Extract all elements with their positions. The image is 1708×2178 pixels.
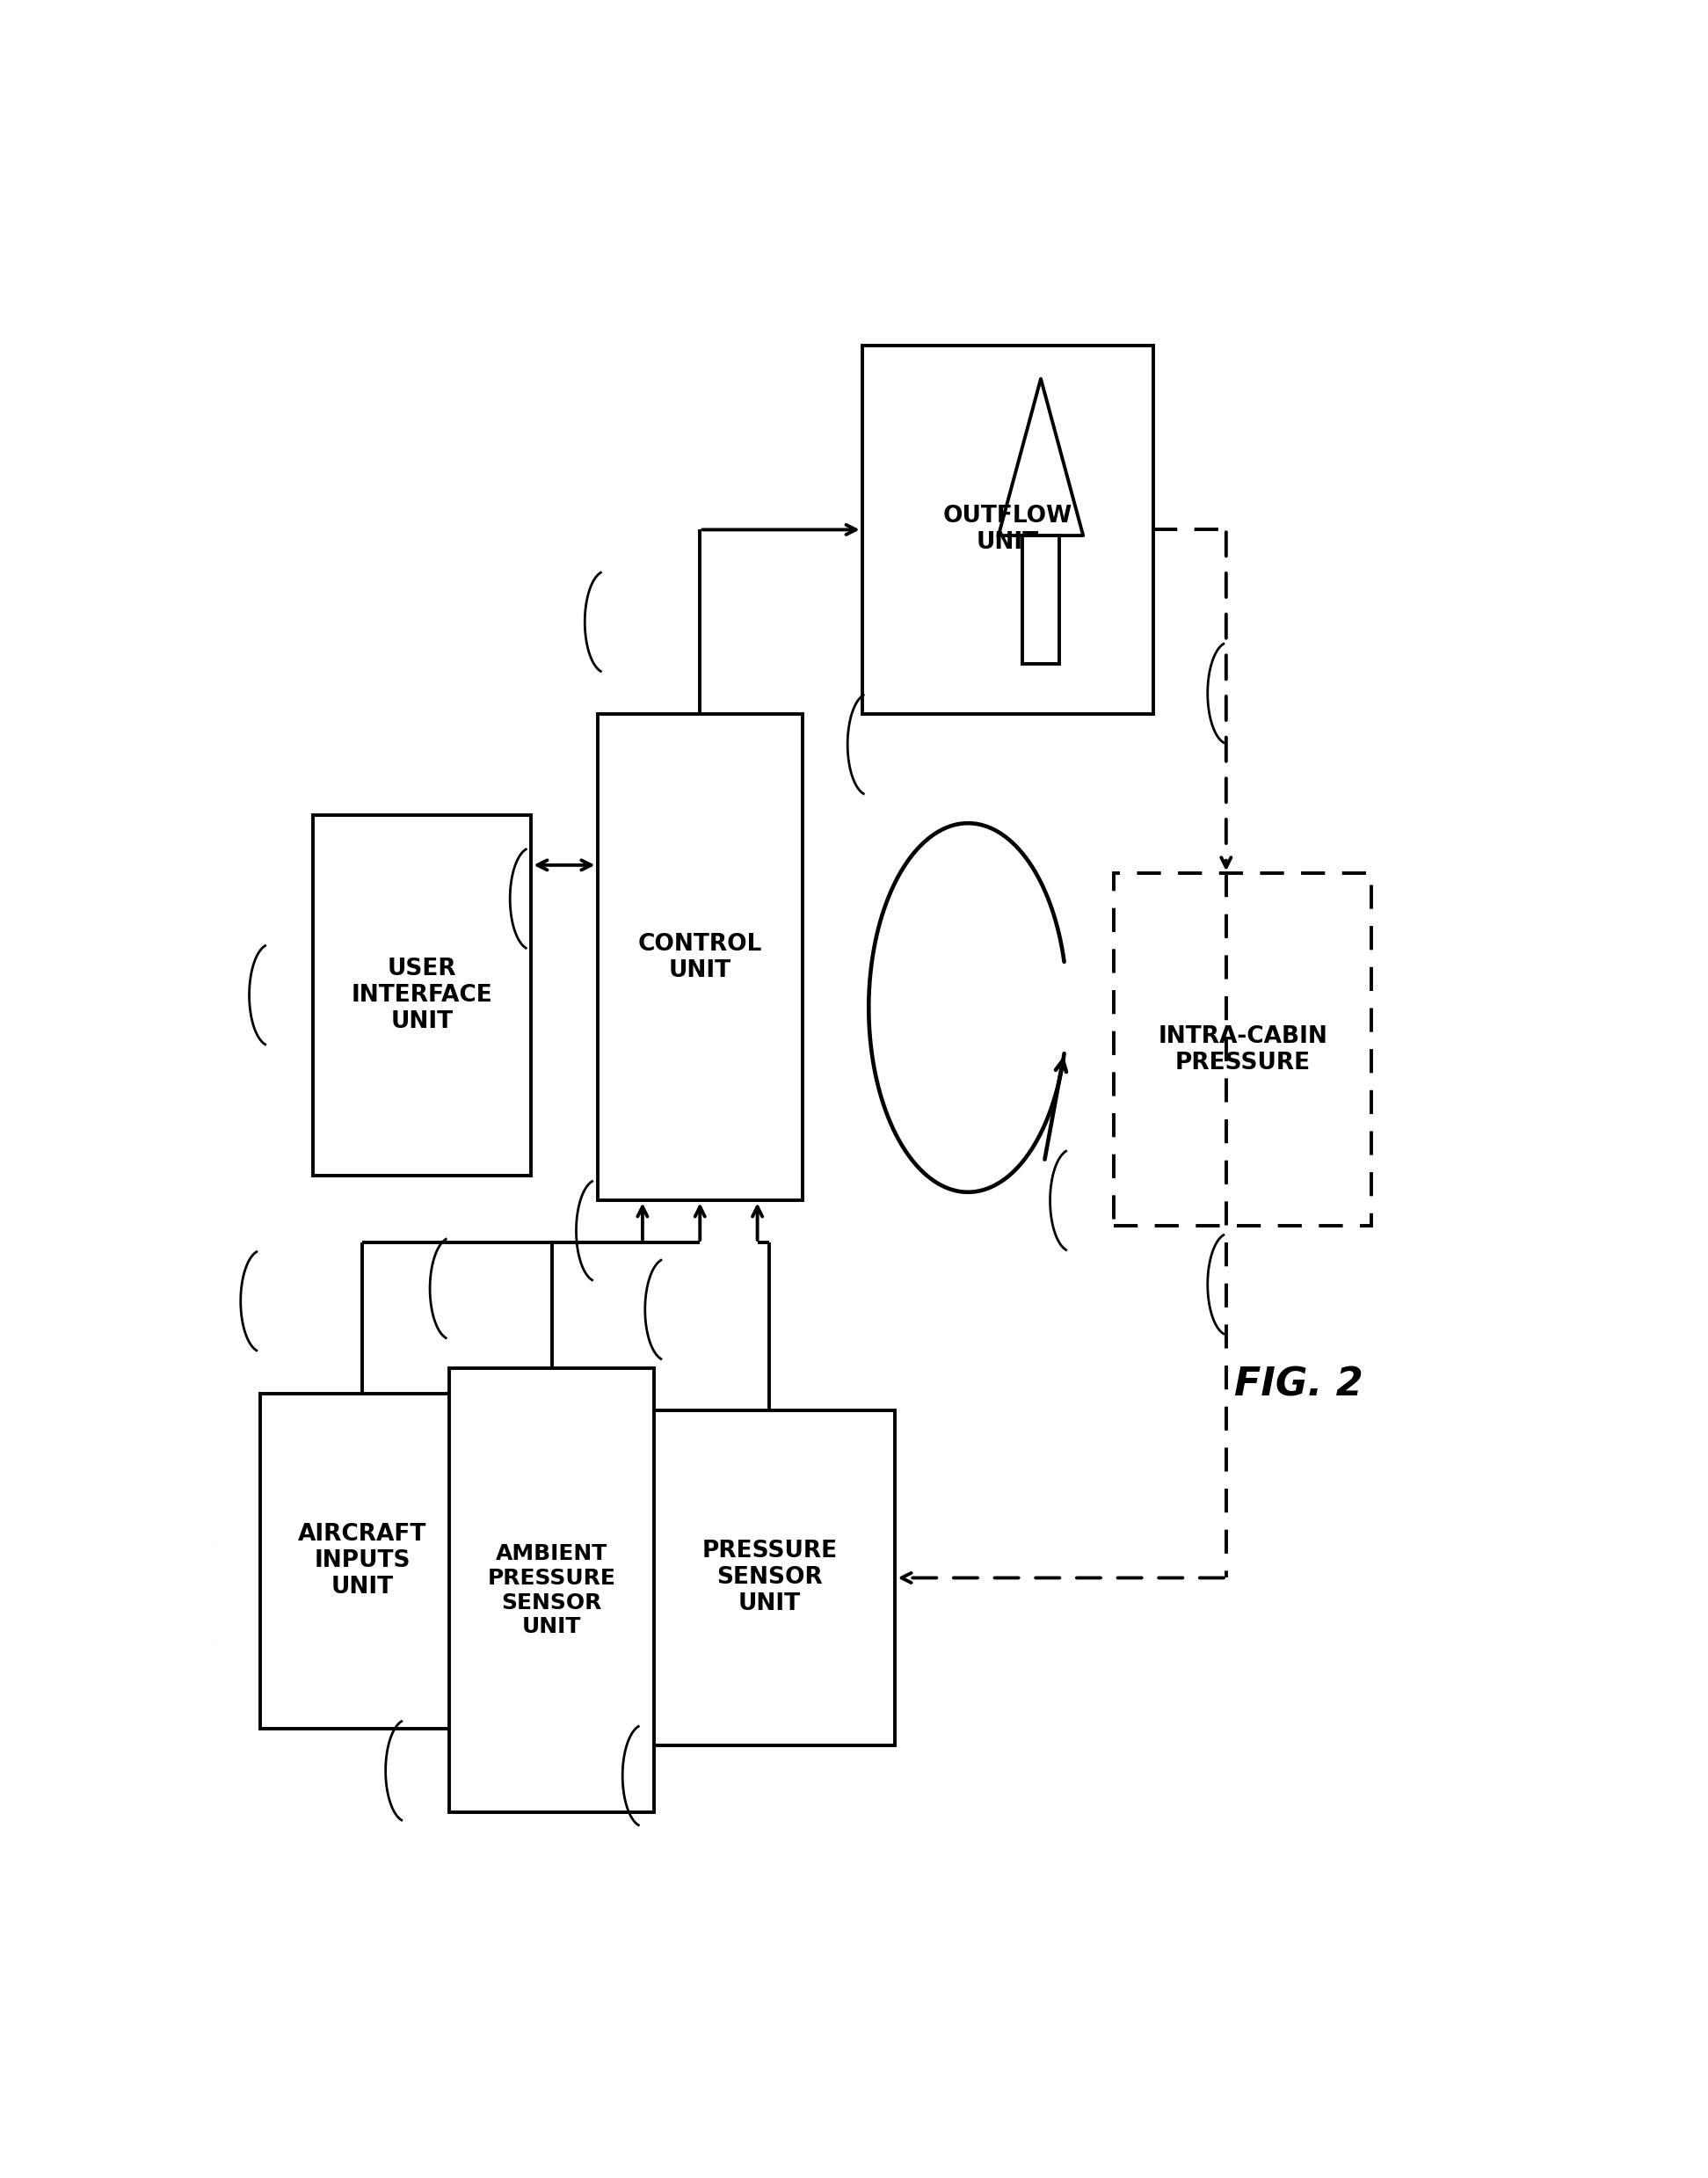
Text: USER
INTERFACE
UNIT: USER INTERFACE UNIT (352, 958, 492, 1032)
FancyBboxPatch shape (1114, 873, 1372, 1226)
Text: PRESSURE
SENSOR
UNIT: PRESSURE SENSOR UNIT (702, 1540, 837, 1616)
FancyBboxPatch shape (598, 714, 803, 1200)
FancyBboxPatch shape (260, 1394, 465, 1729)
Text: FIG. 2: FIG. 2 (1235, 1366, 1363, 1405)
Text: CONTROL
UNIT: CONTROL UNIT (637, 932, 762, 982)
Text: AIRCRAFT
INPUTS
UNIT: AIRCRAFT INPUTS UNIT (299, 1522, 427, 1599)
Bar (1023, 536, 1059, 664)
Text: OUTFLOW
UNIT: OUTFLOW UNIT (943, 505, 1073, 555)
FancyBboxPatch shape (644, 1409, 895, 1745)
FancyBboxPatch shape (449, 1368, 654, 1812)
Text: INTRA-CABIN
PRESSURE: INTRA-CABIN PRESSURE (1158, 1026, 1327, 1074)
FancyBboxPatch shape (313, 815, 531, 1176)
FancyBboxPatch shape (863, 344, 1153, 714)
Text: AMBIENT
PRESSURE
SENSOR
UNIT: AMBIENT PRESSURE SENSOR UNIT (487, 1544, 617, 1638)
